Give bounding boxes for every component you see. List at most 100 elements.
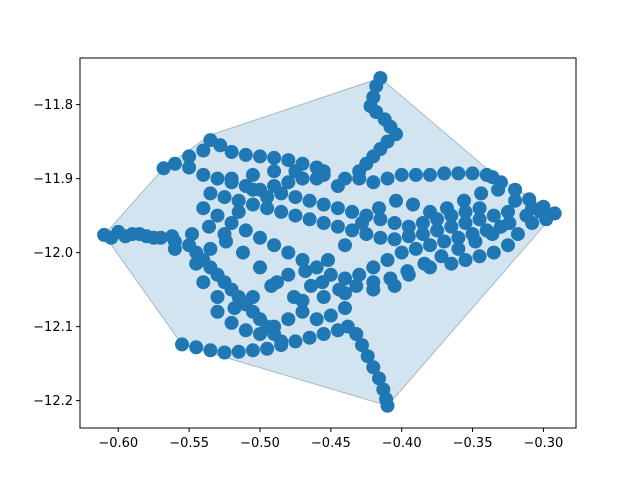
data-point xyxy=(366,260,381,275)
data-point xyxy=(372,371,386,386)
data-point xyxy=(355,338,369,353)
data-point xyxy=(465,166,480,181)
data-point xyxy=(288,334,303,349)
data-point xyxy=(458,216,473,230)
data-point xyxy=(304,278,318,293)
data-point xyxy=(316,197,331,212)
x-axis: −0.60 −0.55 −0.50 −0.45 −0.40 −0.35 −0.30 xyxy=(98,428,563,451)
data-point xyxy=(245,197,260,212)
data-point xyxy=(146,230,161,245)
data-point xyxy=(423,238,437,253)
data-point xyxy=(352,267,367,282)
data-point xyxy=(281,153,296,168)
data-point xyxy=(287,290,301,304)
data-point xyxy=(309,171,324,186)
data-point xyxy=(182,160,197,175)
data-point xyxy=(349,278,364,293)
data-point xyxy=(383,271,398,286)
data-point xyxy=(118,229,133,244)
data-point xyxy=(380,253,395,267)
data-point xyxy=(196,275,211,290)
data-point xyxy=(203,343,218,358)
data-point xyxy=(502,216,517,230)
data-point xyxy=(472,201,487,216)
data-point xyxy=(196,201,211,216)
data-point xyxy=(401,229,416,244)
data-point xyxy=(227,301,242,316)
data-point xyxy=(501,238,515,253)
data-point xyxy=(415,227,430,242)
plot-area xyxy=(97,71,562,413)
data-point xyxy=(267,164,282,179)
data-point xyxy=(245,182,260,197)
y-axis: −11.8 −11.9 −12.0 −12.1 −12.2 xyxy=(33,98,80,409)
data-point xyxy=(267,238,282,253)
data-point xyxy=(281,175,296,190)
data-point xyxy=(394,167,409,182)
data-point xyxy=(501,204,515,219)
data-point xyxy=(510,227,525,242)
data-point xyxy=(491,182,506,197)
data-point xyxy=(519,208,534,223)
data-point xyxy=(458,253,473,267)
data-point xyxy=(281,245,296,260)
data-point xyxy=(210,290,225,304)
data-point xyxy=(457,193,471,208)
data-point xyxy=(210,171,225,186)
data-point xyxy=(423,167,437,182)
data-point xyxy=(472,249,487,264)
data-point xyxy=(281,312,296,327)
data-point xyxy=(359,208,374,223)
data-point xyxy=(345,223,360,238)
data-point xyxy=(182,149,197,164)
data-point xyxy=(485,227,500,242)
data-point xyxy=(444,208,459,223)
data-point xyxy=(202,219,216,234)
data-point xyxy=(437,166,452,181)
data-point xyxy=(330,179,345,193)
data-point xyxy=(366,360,381,375)
data-point xyxy=(245,290,260,304)
data-point xyxy=(253,149,267,164)
data-point xyxy=(366,175,381,190)
data-point xyxy=(267,319,282,334)
data-point xyxy=(132,227,147,242)
data-point xyxy=(430,223,445,238)
data-point xyxy=(245,343,260,358)
data-point xyxy=(260,341,275,356)
data-point xyxy=(408,167,423,182)
x-tick-label: −0.60 xyxy=(98,436,138,451)
data-point xyxy=(468,234,483,249)
data-point xyxy=(274,204,289,219)
data-point xyxy=(238,147,253,162)
data-point xyxy=(387,232,402,247)
data-point xyxy=(373,230,388,245)
data-point xyxy=(167,156,182,171)
data-point xyxy=(486,245,501,260)
data-point xyxy=(224,216,239,230)
data-point xyxy=(274,186,289,201)
data-point xyxy=(104,230,119,245)
data-point xyxy=(267,150,282,165)
data-point xyxy=(189,340,204,355)
data-point xyxy=(415,216,430,230)
x-tick-label: −0.45 xyxy=(311,436,351,451)
data-point xyxy=(175,337,189,352)
data-point xyxy=(349,327,364,341)
data-point xyxy=(508,182,523,197)
x-tick-label: −0.50 xyxy=(240,436,280,451)
data-point xyxy=(359,227,374,242)
data-point xyxy=(224,315,239,330)
data-point xyxy=(203,241,218,256)
data-point xyxy=(298,264,313,279)
data-point xyxy=(288,208,303,223)
data-point xyxy=(315,275,330,290)
data-point xyxy=(231,344,246,359)
data-point xyxy=(236,245,250,260)
data-point xyxy=(156,161,171,176)
data-point xyxy=(338,301,352,316)
data-point xyxy=(345,204,360,219)
data-point xyxy=(213,138,228,153)
data-point xyxy=(321,253,335,267)
data-point xyxy=(274,338,289,353)
